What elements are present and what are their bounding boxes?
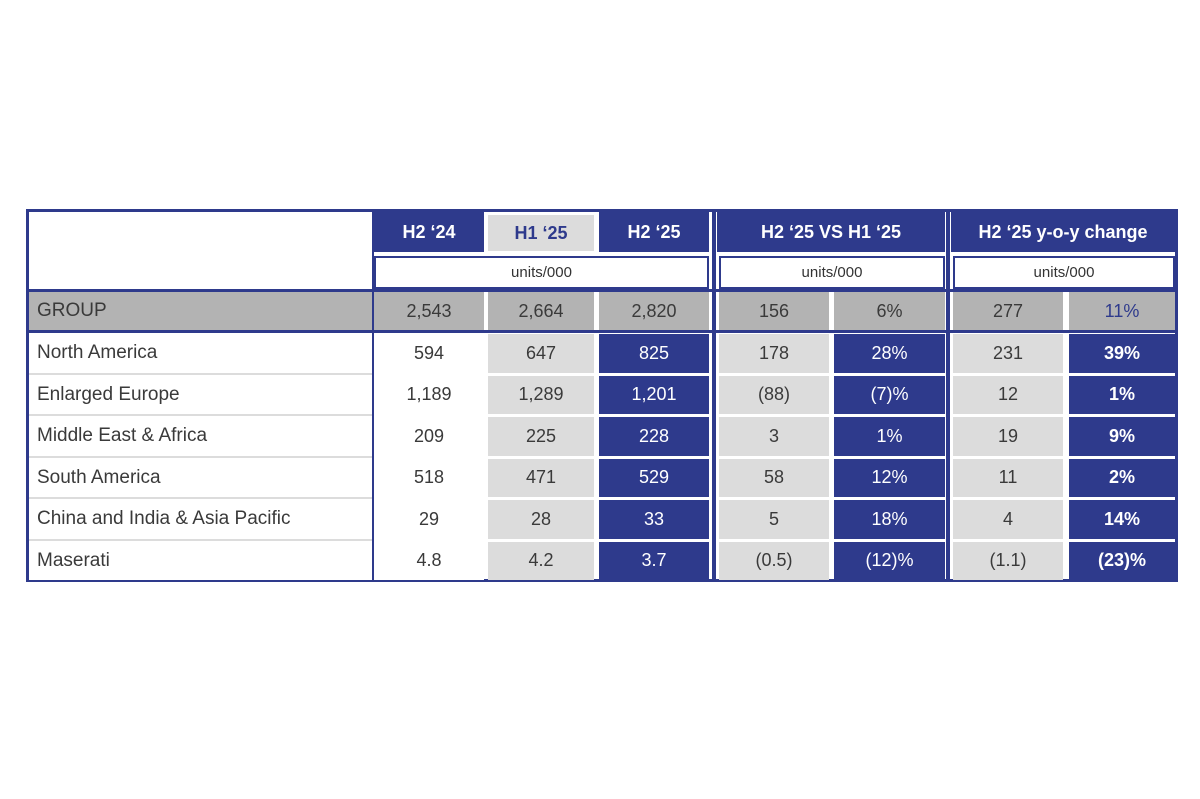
value-yoy-pct: 2% xyxy=(1069,458,1175,497)
header-h2-24: H2 ‘24 xyxy=(374,212,484,252)
value-h2-24: 29 xyxy=(374,500,484,539)
row-divider xyxy=(29,372,372,375)
row-divider xyxy=(29,414,372,416)
column-separator xyxy=(372,212,374,579)
row-divider xyxy=(29,497,372,499)
block-separator-1 xyxy=(712,212,716,579)
value-vs-abs: (88) xyxy=(719,375,829,414)
region-label: Enlarged Europe xyxy=(29,375,372,414)
row-divider xyxy=(29,538,372,541)
value-vs-abs: (0.5) xyxy=(719,541,829,580)
value-yoy-abs: 12 xyxy=(953,375,1063,414)
value-h2-25: 33 xyxy=(599,500,709,539)
group-vs-pct: 6% xyxy=(834,292,945,330)
units-label-yoy: units/000 xyxy=(953,256,1175,289)
region-label: South America xyxy=(29,458,372,497)
row-divider xyxy=(29,455,372,458)
shipments-table: H2 ‘24 H1 ‘25 H2 ‘25 H2 ‘25 VS H1 ‘25 H2… xyxy=(26,209,1178,582)
group-h1-25: 2,664 xyxy=(488,292,594,330)
value-yoy-abs: (1.1) xyxy=(953,541,1063,580)
group-label: GROUP xyxy=(29,292,372,330)
header-h2-25-vs-h1-25: H2 ‘25 VS H1 ‘25 xyxy=(717,212,945,252)
value-h1-25: 647 xyxy=(488,334,594,373)
value-vs-abs: 178 xyxy=(719,334,829,373)
value-yoy-pct: 9% xyxy=(1069,417,1175,456)
value-yoy-pct: (23)% xyxy=(1069,541,1175,580)
header-corner xyxy=(29,212,372,289)
value-h2-25: 825 xyxy=(599,334,709,373)
group-divider xyxy=(29,330,1175,333)
value-vs-pct: 18% xyxy=(834,500,945,539)
value-h1-25: 4.2 xyxy=(488,541,594,580)
value-vs-pct: (7)% xyxy=(834,375,945,414)
value-h2-25: 529 xyxy=(599,458,709,497)
group-h2-24: 2,543 xyxy=(374,292,484,330)
header-divider xyxy=(29,289,1175,292)
region-label: China and India & Asia Pacific xyxy=(29,500,372,539)
value-h2-25: 1,201 xyxy=(599,375,709,414)
value-h1-25: 471 xyxy=(488,458,594,497)
block-separator-2 xyxy=(946,212,950,579)
header-h1-25: H1 ‘25 xyxy=(488,215,594,251)
value-yoy-abs: 231 xyxy=(953,334,1063,373)
value-h1-25: 1,289 xyxy=(488,375,594,414)
region-label: Middle East & Africa xyxy=(29,417,372,456)
value-vs-abs: 58 xyxy=(719,458,829,497)
value-yoy-pct: 39% xyxy=(1069,334,1175,373)
region-label: North America xyxy=(29,334,372,373)
value-yoy-abs: 19 xyxy=(953,417,1063,456)
header-h2-25: H2 ‘25 xyxy=(599,212,709,252)
value-vs-pct: 28% xyxy=(834,334,945,373)
value-h2-24: 1,189 xyxy=(374,375,484,414)
value-h2-24: 594 xyxy=(374,334,484,373)
value-h1-25: 28 xyxy=(488,500,594,539)
value-vs-abs: 5 xyxy=(719,500,829,539)
value-vs-pct: 12% xyxy=(834,458,945,497)
value-vs-pct: 1% xyxy=(834,417,945,456)
units-label-main: units/000 xyxy=(374,256,709,289)
value-h2-25: 228 xyxy=(599,417,709,456)
group-vs-abs: 156 xyxy=(719,292,829,330)
value-vs-abs: 3 xyxy=(719,417,829,456)
units-label-vs: units/000 xyxy=(719,256,945,289)
group-yoy-abs: 277 xyxy=(953,292,1063,330)
group-h2-25: 2,820 xyxy=(599,292,709,330)
value-vs-pct: (12)% xyxy=(834,541,945,580)
value-h2-24: 518 xyxy=(374,458,484,497)
header-yoy-change: H2 ‘25 y-o-y change xyxy=(951,212,1175,252)
value-h1-25: 225 xyxy=(488,417,594,456)
region-label: Maserati xyxy=(29,541,372,580)
value-h2-24: 4.8 xyxy=(374,541,484,580)
value-yoy-pct: 14% xyxy=(1069,500,1175,539)
value-h2-24: 209 xyxy=(374,417,484,456)
value-yoy-pct: 1% xyxy=(1069,375,1175,414)
value-yoy-abs: 11 xyxy=(953,458,1063,497)
value-yoy-abs: 4 xyxy=(953,500,1063,539)
group-yoy-pct: 11% xyxy=(1069,292,1175,330)
value-h2-25: 3.7 xyxy=(599,541,709,580)
